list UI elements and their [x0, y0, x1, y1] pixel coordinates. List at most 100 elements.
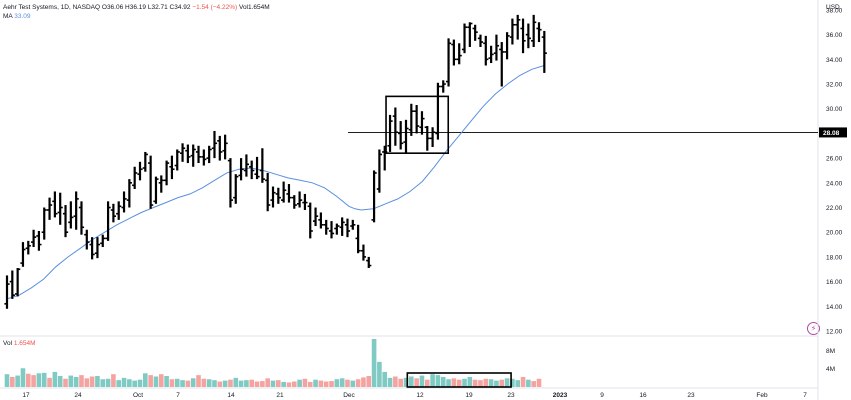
volume-bar [185, 380, 191, 387]
x-tick-label: 16 [639, 392, 647, 399]
ohlc-bar [291, 195, 297, 209]
volume-bar [387, 377, 393, 387]
y-tick-label: 36.00 [826, 32, 843, 39]
ohlc-bar [73, 191, 79, 230]
volume-bar [424, 379, 430, 387]
volume-bar [153, 376, 159, 387]
ohlc-bar [52, 191, 58, 218]
low-value: L32.71 [147, 4, 168, 11]
volume-bar [345, 379, 350, 387]
volume-legend: Vol 1.654M [3, 340, 36, 347]
volume-bar [84, 378, 90, 387]
volume-bar [25, 373, 31, 387]
x-tick-label: 23 [507, 392, 515, 399]
change-value: −1.54 (−4.22%) [192, 4, 238, 11]
ohlc-bar [376, 149, 382, 193]
volume-bar [116, 380, 122, 387]
x-tick-label: 23 [687, 392, 695, 399]
ohlc-bar [222, 134, 228, 160]
volume-bar [79, 375, 84, 387]
ohlc-bar [435, 82, 441, 140]
volume-bar [435, 375, 441, 387]
volume-bar [4, 374, 10, 387]
ohlc-bar [164, 160, 170, 186]
volume-bar [105, 378, 111, 387]
ohlc-bar [238, 158, 244, 181]
volume-bar [222, 380, 228, 387]
volume-bar [478, 380, 483, 387]
volume-bar [318, 380, 324, 387]
ohlc-bar [46, 197, 53, 220]
ohlc-bar [265, 172, 271, 212]
ohlc-bar [132, 166, 138, 189]
volume-bar [446, 379, 451, 387]
volume-bar [52, 371, 58, 387]
y-tick-label: 30.00 [826, 106, 843, 113]
ohlc-bar [243, 154, 249, 177]
ohlc-bar [233, 174, 239, 204]
ohlc-bar [515, 14, 521, 40]
volume-bar [462, 378, 467, 387]
ma-line [6, 65, 545, 300]
y-tick-label: 12.00 [826, 329, 843, 336]
annotation-box-price [385, 95, 450, 154]
volume-bar [504, 378, 510, 387]
volume-bar [494, 380, 499, 387]
volume-bar [190, 378, 196, 387]
volume-bar [100, 379, 106, 387]
ohlc-bar [398, 121, 404, 150]
ohlc-bar [525, 23, 531, 49]
ohlc-bar [36, 230, 42, 251]
ohlc-bar [185, 144, 191, 164]
lightning-icon[interactable]: ⚡ [807, 322, 820, 335]
volume-tick-label: 4M [826, 366, 835, 373]
x-tick-label: 14 [227, 392, 235, 399]
ohlc-bar [334, 223, 340, 235]
ohlc-bar [153, 176, 159, 204]
ohlc-bar [78, 201, 85, 235]
y-tick-label: 14.00 [826, 304, 843, 311]
volume-bar [536, 378, 542, 387]
volume-bar [339, 378, 345, 387]
volume-bar [47, 377, 52, 387]
volume-bar [95, 376, 100, 387]
volume-bar [127, 379, 132, 387]
ohlc-bar [4, 275, 10, 309]
ohlc-bar [371, 170, 377, 223]
symbol-title: Aehr Test Systems, 1D, NASDAQ [3, 4, 101, 11]
x-tick-label: 7 [176, 392, 180, 399]
volume-bar [233, 377, 239, 387]
volume-bar [20, 368, 26, 387]
volume-bar [361, 377, 366, 387]
ohlc-bar [504, 32, 510, 60]
ohlc-bar [62, 205, 69, 238]
ohlc-bar [217, 135, 223, 161]
volume-bar [302, 378, 308, 387]
volume-bar [270, 380, 276, 387]
ohlc-bar [419, 111, 425, 135]
ohlc-bar [456, 43, 462, 65]
volume-bar [355, 379, 361, 387]
volume-bar [371, 339, 377, 387]
ohlc-bar [281, 181, 287, 203]
volume-bar [10, 376, 15, 387]
ohlc-bar [206, 145, 212, 164]
volume-bar [137, 379, 143, 387]
ohlc-bar [477, 34, 484, 47]
volume-bar [15, 375, 20, 387]
volume-bar [467, 376, 473, 387]
volume-bar [121, 377, 127, 387]
volume-bar [143, 373, 148, 387]
ohlc-bar [110, 203, 116, 223]
ohlc-bar [259, 148, 265, 183]
volume-bar [377, 361, 382, 387]
volume-bar [472, 379, 478, 387]
ohlc-bar [68, 201, 74, 229]
volume-value: Vol1.654M [238, 4, 270, 11]
y-tick-label: 34.00 [826, 57, 843, 64]
volume-bar [260, 381, 265, 387]
volume-bar [31, 375, 36, 387]
ohlc-bar [275, 187, 281, 204]
volume-bar [244, 380, 249, 387]
